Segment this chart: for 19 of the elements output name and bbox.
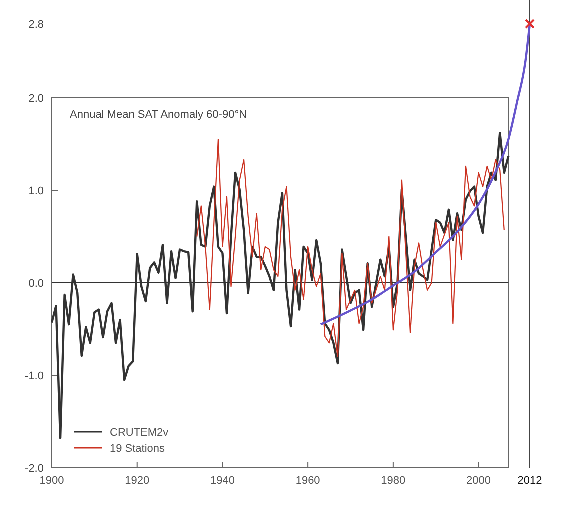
y-tick-label: -1.0 (25, 370, 44, 382)
y-tick-label: 1.0 (28, 186, 44, 198)
line-series (50, 132, 510, 440)
x-tick-label: 1900 (40, 475, 64, 487)
line-series (196, 139, 505, 358)
y-tick-label: -2.0 (25, 463, 44, 475)
y-tick-label: 0.0 (28, 278, 44, 290)
x-tick-label: 1940 (210, 475, 235, 487)
y-tick-label: 2.8 (28, 19, 44, 31)
legend-label: 19 Stations (110, 443, 166, 455)
x-tick-label: 2000 (466, 475, 492, 487)
text: Annual Mean SAT Anomaly 60-90°N (70, 109, 248, 121)
x-tick-label: 1980 (381, 475, 406, 487)
x-tick-label: 1920 (125, 475, 150, 487)
x-tick-label: 1960 (296, 475, 320, 487)
legend-label: CRUTEM2v (110, 427, 170, 439)
line-series (320, 22, 532, 326)
y-tick-label: 2.0 (28, 93, 44, 105)
x-tick-label: 2012 (518, 475, 542, 487)
